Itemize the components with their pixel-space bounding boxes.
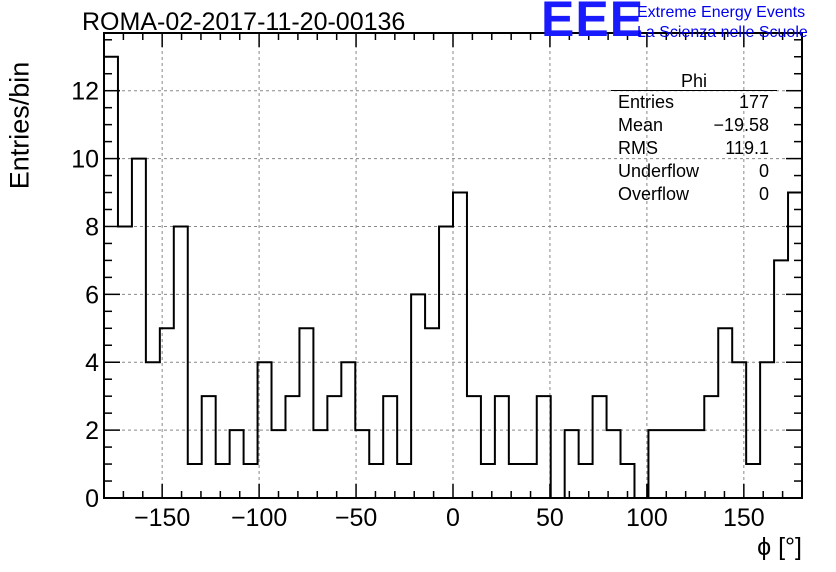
logo-line-2: La Scienza nelle Scuole [637, 24, 808, 41]
x-tick-label: −150 [134, 504, 190, 532]
stats-label: RMS [618, 138, 658, 158]
stats-value: 119.1 [725, 138, 769, 158]
chart-title: ROMA-02-2017-11-20-00136 [82, 8, 406, 36]
stats-label: Overflow [618, 184, 690, 204]
stats-label: Underflow [618, 161, 700, 181]
stats-row-rms: RMS 119.1 [611, 137, 777, 160]
stats-value: 0 [758, 184, 769, 204]
y-tick-label: 2 [85, 417, 99, 445]
x-axis-label: ϕ [°] [757, 533, 802, 561]
x-tick-labels: −150 −100 −50 0 50 100 150 [134, 504, 765, 532]
x-tick-label: 150 [723, 504, 765, 532]
histogram-step-line [104, 55, 802, 499]
stats-title: Phi [611, 72, 777, 91]
y-axis-label: Entries/bin [4, 61, 35, 190]
stats-label: Entries [618, 92, 675, 112]
x-tick-label: 100 [626, 504, 668, 532]
logo-line-1: Extreme Energy Events [637, 4, 806, 21]
x-tick-label: 50 [536, 504, 564, 532]
eee-logo-text: Extreme Energy Events La Scienza nelle S… [637, 3, 808, 43]
stats-row-entries: Entries 177 [611, 91, 777, 114]
y-tick-label: 8 [85, 213, 99, 241]
stats-row-mean: Mean −19.58 [611, 114, 777, 137]
y-tick-label: 6 [85, 281, 99, 309]
y-tick-label: 0 [85, 485, 99, 513]
x-tick-label: 0 [446, 504, 460, 532]
x-tick-label: −100 [231, 504, 287, 532]
stats-row-overflow: Overflow 0 [611, 183, 777, 206]
eee-logo: EEE [541, 0, 645, 47]
plot-frame [103, 32, 803, 499]
stats-box: Phi Entries 177 Mean −19.58 RMS 119.1 Un… [611, 72, 777, 206]
x-tick-label: −50 [335, 504, 377, 532]
stats-value: 0 [758, 161, 769, 181]
stats-row-underflow: Underflow 0 [611, 160, 777, 183]
stats-label: Mean [618, 115, 664, 135]
stats-value: −19.58 [713, 115, 769, 135]
y-tick-label: 4 [85, 349, 99, 377]
y-tick-label: 10 [71, 146, 99, 174]
stats-value: 177 [738, 92, 769, 112]
y-tick-label: 12 [71, 78, 99, 106]
y-tick-labels: 0 2 4 6 8 10 12 [71, 78, 99, 513]
